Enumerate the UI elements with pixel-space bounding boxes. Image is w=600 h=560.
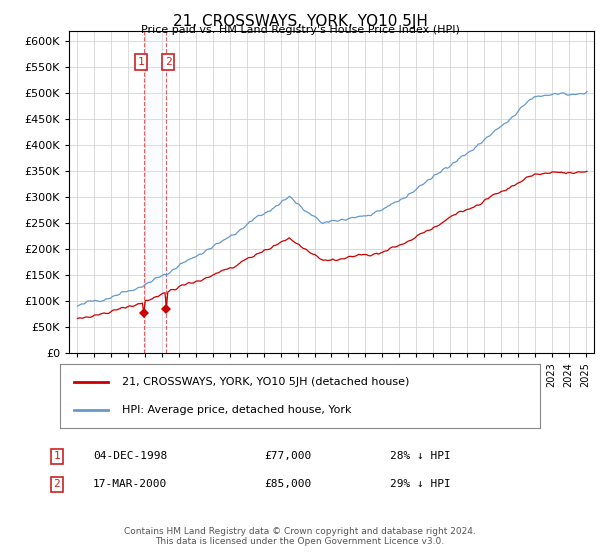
Text: £77,000: £77,000 [265,451,311,461]
Text: Price paid vs. HM Land Registry's House Price Index (HPI): Price paid vs. HM Land Registry's House … [140,25,460,35]
Text: 2: 2 [53,479,61,489]
Text: £85,000: £85,000 [265,479,311,489]
Text: 21, CROSSWAYS, YORK, YO10 5JH: 21, CROSSWAYS, YORK, YO10 5JH [173,14,427,29]
Bar [144,31,166,353]
Text: 21, CROSSWAYS, YORK, YO10 5JH (detached house): 21, CROSSWAYS, YORK, YO10 5JH (detached … [122,377,410,387]
Text: 17-MAR-2000: 17-MAR-2000 [93,479,167,489]
Text: Contains HM Land Registry data © Crown copyright and database right 2024.
This d: Contains HM Land Registry data © Crown c… [124,526,476,546]
Text: 29% ↓ HPI: 29% ↓ HPI [390,479,451,489]
Text: 04-DEC-1998: 04-DEC-1998 [93,451,167,461]
Text: 2: 2 [165,57,172,67]
Text: 1: 1 [138,57,145,67]
Text: 28% ↓ HPI: 28% ↓ HPI [390,451,451,461]
Text: 1: 1 [53,451,61,461]
Text: HPI: Average price, detached house, York: HPI: Average price, detached house, York [122,405,352,416]
